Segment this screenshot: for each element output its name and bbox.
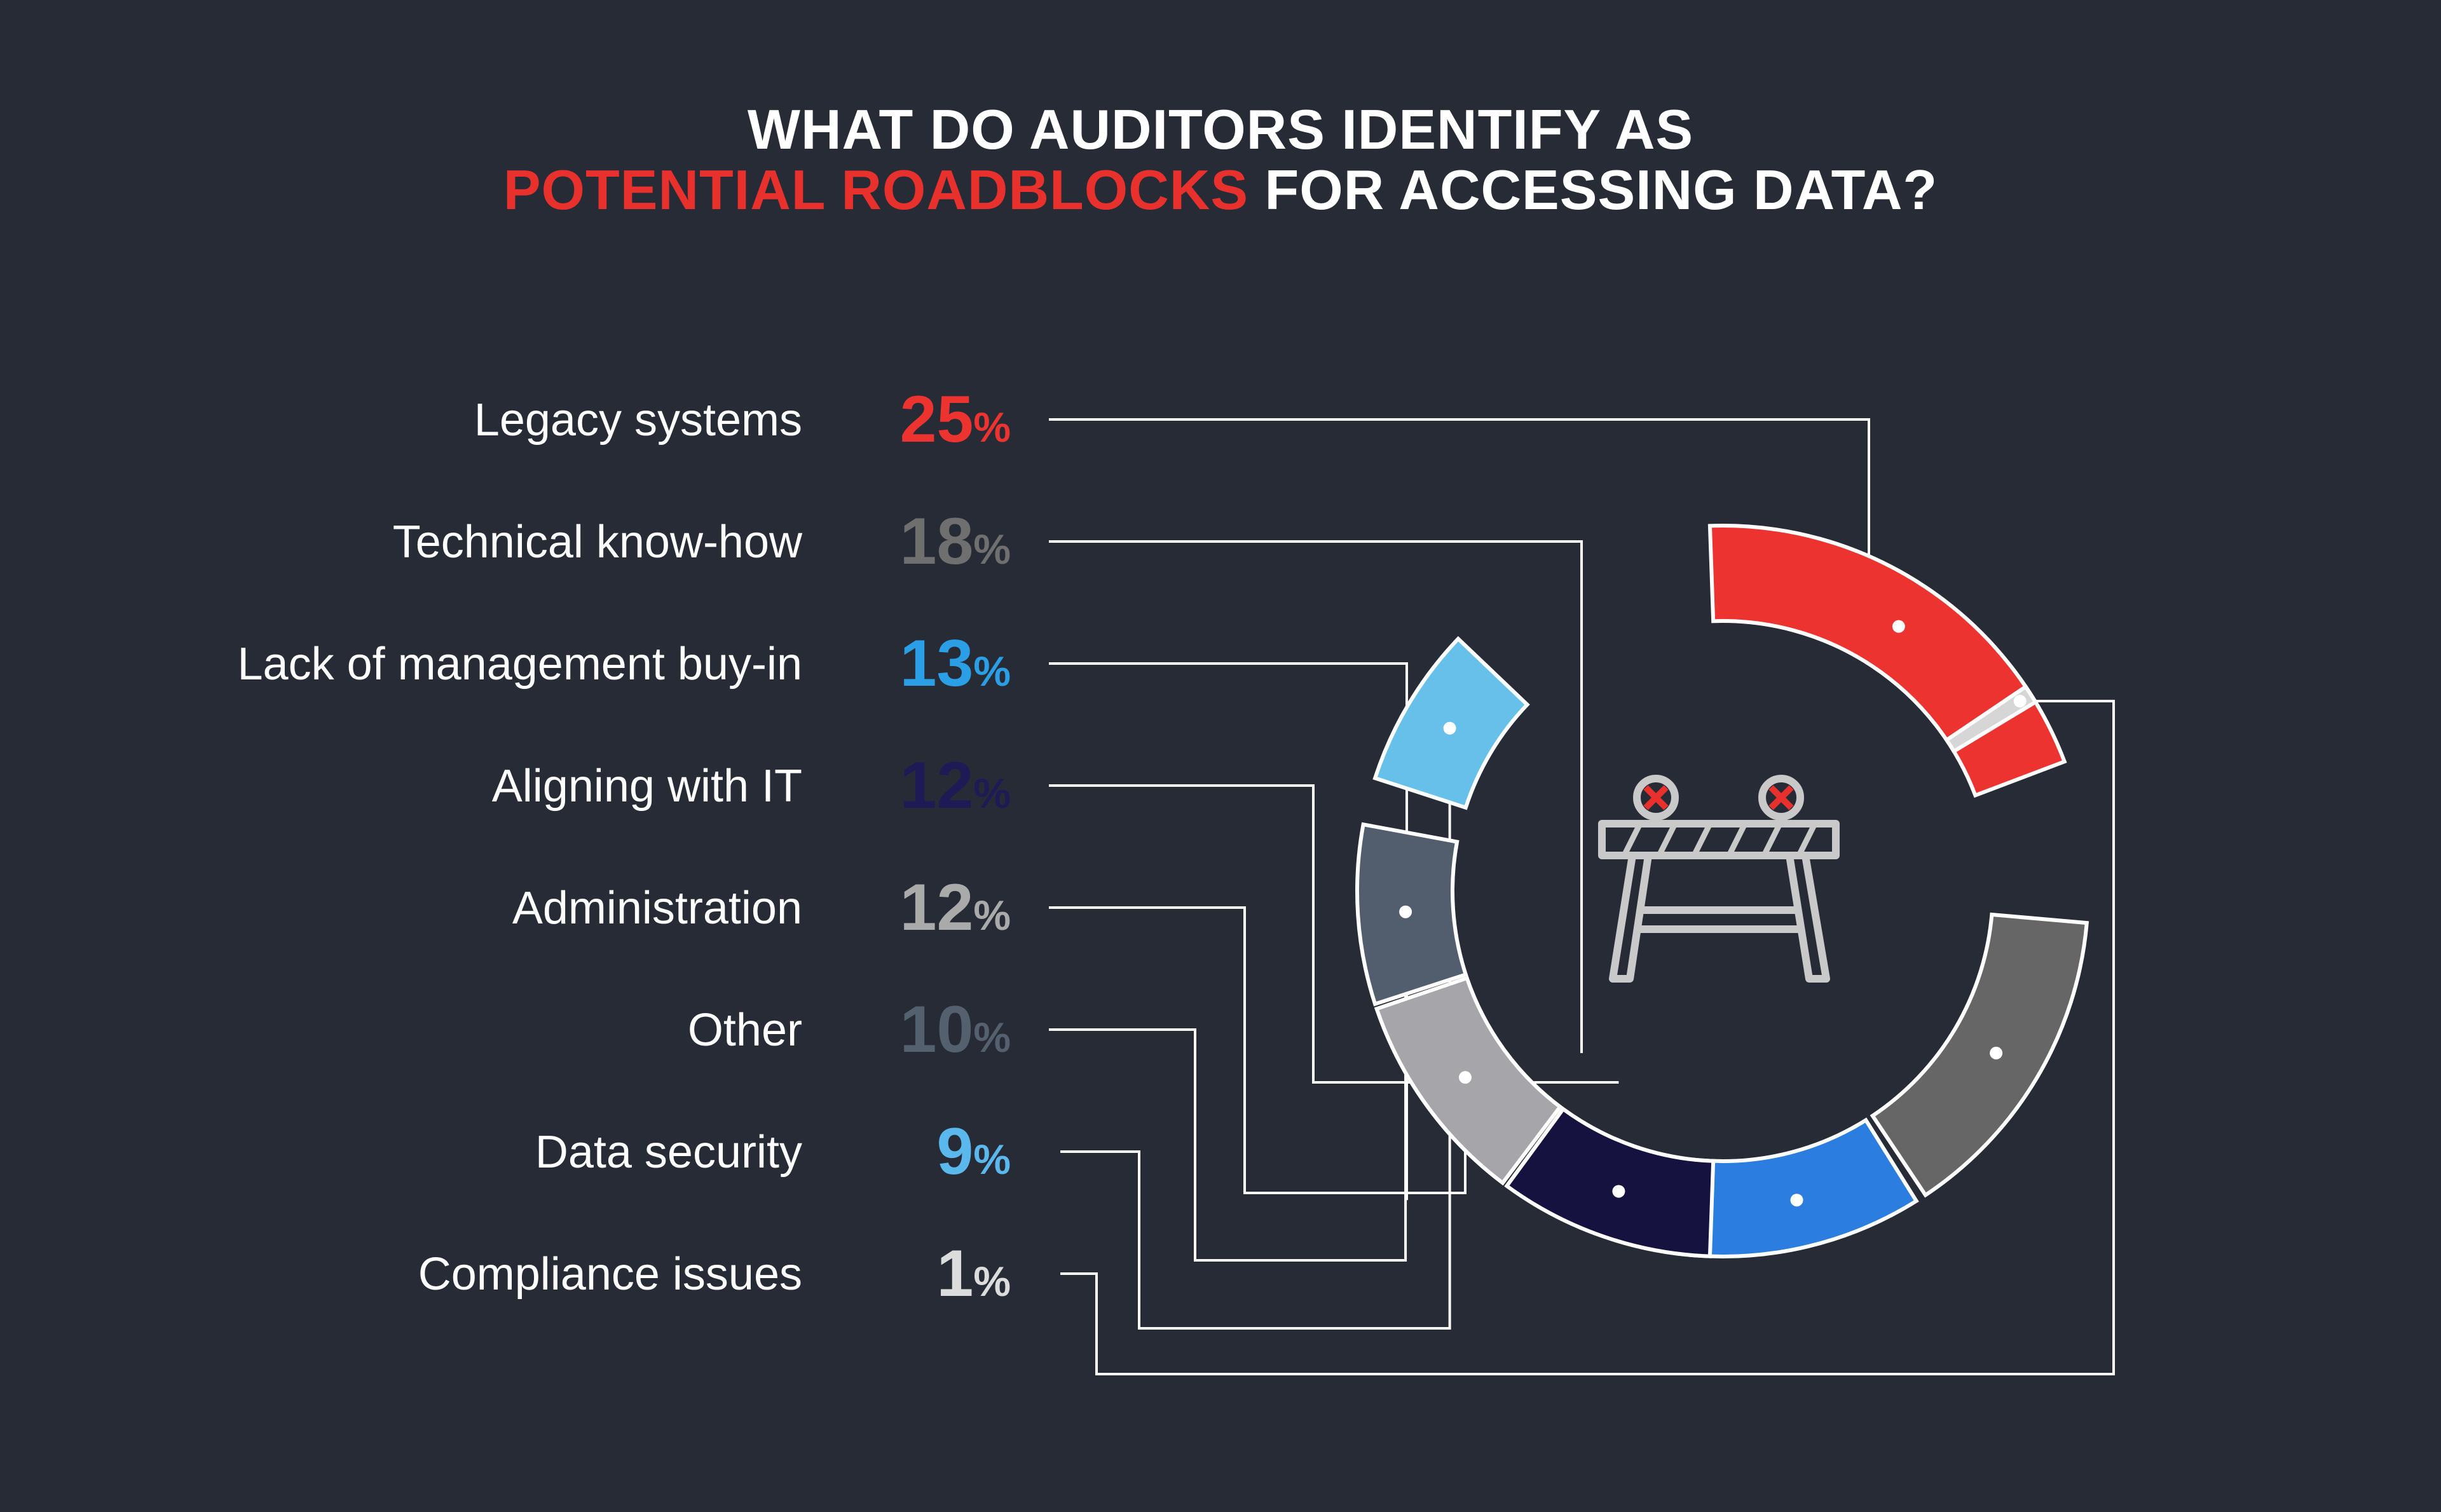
leader-dot-aligning-with-it: [1612, 1185, 1625, 1198]
road-barrier-icon: [1598, 775, 1840, 983]
donut-segment-technical-know-how: [1870, 912, 2089, 1198]
category-label-technical-know-how: Technical know-how: [393, 517, 803, 568]
leader-line-lack-of-management-buy-in: [1049, 662, 1408, 1201]
leader-line-aligning-with-it: [1049, 784, 1619, 1084]
value-label-lack-of-management-buy-in: 13%: [900, 627, 1011, 700]
value-label-technical-know-how: 18%: [900, 505, 1011, 578]
leader-line-compliance-issues: [1060, 700, 2115, 1375]
value-label-compliance-issues: 1%: [936, 1237, 1011, 1311]
title-highlight: POTENTIAL ROADBLOCKS: [503, 158, 1249, 221]
category-label-legacy-systems: Legacy systems: [474, 395, 802, 446]
value-label-other: 10%: [900, 993, 1011, 1066]
category-label-administration: Administration: [512, 883, 802, 934]
category-labels: Legacy systems Technical know-how Lack of …: [237, 395, 803, 1300]
chart-title-line-1: WHAT DO AUDITORS IDENTIFY AS: [0, 102, 2441, 158]
title-line-1-text: WHAT DO AUDITORS IDENTIFY AS: [747, 98, 1694, 161]
donut-segment-compliance-issues: [1944, 684, 2039, 754]
leader-dot-lack-of-management-buy-in: [1790, 1194, 1803, 1207]
category-label-compliance-issues: Compliance issues: [418, 1249, 802, 1300]
donut-segment-lack-of-management-buy-in: [1688, 1117, 1919, 1258]
leader-dots: [1399, 620, 2027, 1207]
donut-segments: [1355, 524, 2089, 1258]
leader-line-technical-know-how: [1049, 540, 1583, 1053]
chart-title-line-2: POTENTIAL ROADBLOCKS FOR ACCESSING DATA?: [0, 162, 2441, 218]
category-label-data-security: Data security: [535, 1127, 802, 1178]
donut-segment-aligning-with-it: [1504, 1106, 1716, 1258]
value-label-data-security: 9%: [936, 1115, 1011, 1188]
donut-segment-other: [1355, 822, 1468, 1007]
category-label-aligning-with-it: Aligning with IT: [492, 761, 802, 812]
category-label-other: Other: [688, 1005, 802, 1056]
leader-line-administration: [1049, 906, 1467, 1194]
leader-lines: [1049, 418, 2115, 1375]
leader-dot-other: [1399, 905, 1412, 918]
category-label-lack-of-management-buy-in: Lack of management buy-in: [237, 639, 802, 690]
leader-dot-technical-know-how: [1990, 1046, 2003, 1059]
value-labels: 25% 18% 13% 12% 12% 10% 9% 1%: [900, 383, 1011, 1311]
leader-dot-data-security: [1443, 721, 1456, 735]
value-label-administration: 12%: [900, 871, 1011, 944]
leader-dot-legacy-systems: [1892, 620, 1905, 633]
leader-dot-administration: [1458, 1071, 1472, 1084]
value-label-legacy-systems: 25%: [900, 383, 1011, 456]
donut-segment-legacy-systems: [1707, 524, 2067, 798]
leader-line-other: [1049, 911, 1407, 1262]
leader-dot-compliance-issues: [2013, 695, 2027, 708]
title-line-2-rest: FOR ACCESSING DATA?: [1248, 158, 1938, 221]
value-label-aligning-with-it: 12%: [900, 749, 1011, 822]
